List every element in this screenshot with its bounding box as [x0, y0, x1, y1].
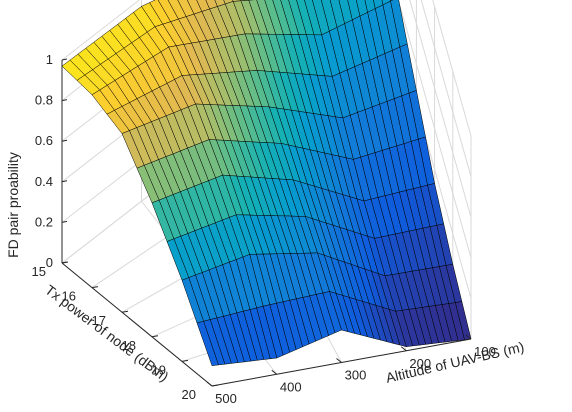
y-tick-mark: [181, 359, 189, 362]
z-tick-label: 1: [46, 52, 53, 67]
y-axis-label: Tx power of node (dBm): [42, 281, 172, 384]
z-tick-label: 0.8: [35, 93, 53, 108]
surface-patch: [196, 321, 219, 366]
y-tick-label: 15: [32, 264, 46, 279]
wall-grid-z-5: [61, 0, 472, 137]
z-tick-mark: [61, 139, 68, 142]
y-tick-mark: [121, 310, 129, 313]
z-tick-label: 0: [46, 255, 53, 270]
y-tick-label: 18: [122, 338, 136, 353]
z-tick-label: 0.2: [35, 214, 53, 229]
z-tick-label: 0.6: [35, 133, 53, 148]
x-tick-mark: [465, 334, 472, 340]
z-tick-mark: [61, 99, 68, 102]
y-tick-label: 16: [62, 289, 76, 304]
z-tick-mark: [61, 180, 68, 183]
z-tick-labels: 0 0.2 0.4 0.6 0.8 1: [35, 52, 68, 270]
x-tick-mark: [206, 381, 213, 387]
y-tick-mark: [211, 384, 219, 387]
y-tick-mark: [151, 335, 159, 338]
y-tick-label: 17: [92, 313, 106, 328]
x-tick-mark: [400, 346, 407, 352]
surface-mesh: [61, 0, 472, 366]
z-axis-label: FD pair proability: [5, 152, 21, 258]
x-tick-label: 100: [474, 344, 496, 359]
x-tick-label: 200: [409, 356, 431, 371]
x-tick-label: 500: [215, 391, 237, 406]
y-tick-label: 19: [152, 362, 166, 377]
x-tick-label: 400: [280, 379, 302, 394]
z-tick-mark: [61, 220, 68, 223]
x-tick-label: 300: [345, 368, 367, 383]
x-tick-labels: 100 200 300 400 500: [206, 334, 496, 406]
y-tick-mark: [91, 286, 99, 289]
x-tick-mark: [271, 369, 278, 375]
z-tick-mark: [61, 58, 68, 61]
y-axis-line: [61, 262, 213, 387]
z-tick-label: 0.4: [35, 174, 53, 189]
y-tick-label: 20: [182, 387, 196, 402]
y-tick-mark: [61, 261, 69, 264]
y-tick-labels: 15 16 17 18 19 20: [32, 261, 219, 402]
x-tick-mark: [336, 358, 342, 363]
